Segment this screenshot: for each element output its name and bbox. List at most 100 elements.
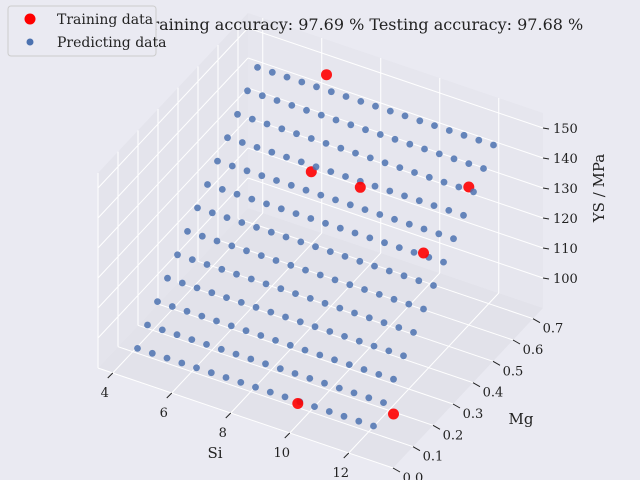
- x-tick-label: 12: [332, 466, 349, 480]
- legend: Training data Predicting data: [7, 5, 167, 57]
- y-grid-floor: [117, 346, 414, 448]
- predicting-point: [281, 393, 289, 401]
- predicting-point: [273, 97, 281, 104]
- predicting-point: [217, 345, 225, 353]
- predicting-point: [218, 186, 226, 193]
- y-tick-mark: [452, 403, 461, 409]
- predicting-point: [227, 322, 235, 330]
- predicting-point: [342, 173, 349, 180]
- predicting-point: [208, 289, 216, 297]
- predicting-point: [366, 234, 374, 242]
- predicting-point: [148, 349, 156, 357]
- predicting-point: [317, 191, 325, 199]
- predicting-point: [282, 233, 290, 241]
- predicting-point: [365, 314, 373, 322]
- z-grid-back: [247, 147, 544, 249]
- predicting-point: [263, 120, 271, 128]
- predicting-point: [313, 83, 320, 91]
- predicting-point: [203, 261, 211, 268]
- predicting-point: [385, 347, 393, 355]
- z-axis-title: YS / MPa: [590, 154, 608, 224]
- predicting-point: [391, 215, 398, 223]
- predicting-point: [291, 370, 299, 377]
- predicting-point: [336, 224, 344, 232]
- z-tick-mark: [542, 277, 550, 280]
- z-tick-label: 100: [553, 272, 578, 287]
- predicting-point: [302, 186, 310, 194]
- predicting-point: [154, 298, 161, 305]
- predicting-point: [332, 196, 339, 204]
- predicting-point: [307, 135, 315, 142]
- predicting-point: [435, 150, 443, 158]
- predicting-point: [321, 379, 328, 387]
- predicting-point: [430, 282, 437, 289]
- predicting-point: [371, 262, 378, 270]
- z-grid-back: [247, 177, 544, 279]
- predicting-point: [258, 172, 266, 180]
- predicting-point: [272, 257, 280, 264]
- predicting-point: [331, 356, 338, 364]
- predicting-point: [460, 211, 467, 219]
- predicting-point: [376, 131, 384, 138]
- predicting-point: [283, 153, 290, 161]
- predicting-point: [266, 388, 274, 396]
- z-grid-side: [97, 117, 249, 279]
- predicting-point: [322, 219, 329, 227]
- predicting-point: [346, 281, 354, 289]
- predicting-point: [327, 168, 335, 176]
- predicting-point: [321, 299, 329, 307]
- predicting-point: [277, 205, 285, 213]
- legend-frame: [7, 5, 157, 57]
- predicting-point: [248, 115, 256, 123]
- predicting-point: [440, 178, 448, 186]
- predicting-point: [405, 220, 413, 228]
- chart-title: Training accuracy: 97.69 % Testing accur…: [141, 15, 583, 34]
- predicting-point: [375, 371, 383, 378]
- side-pane: [98, 13, 248, 368]
- predicting-point: [385, 267, 393, 275]
- predicting-point: [228, 162, 236, 170]
- predicting-point: [174, 251, 181, 259]
- predicting-point: [475, 136, 483, 144]
- predicting-point: [228, 242, 236, 250]
- floor-pane: [98, 208, 543, 468]
- z-tick-label: 150: [553, 122, 578, 137]
- predicting-point: [431, 122, 438, 129]
- chart-ticks: 4 6 8 10 12 0.0 0.1 0.2 0.3 0.4 0.5 0.6 0.7 100 110 120…: [101, 122, 578, 480]
- predicting-point: [445, 207, 453, 214]
- predicting-point: [244, 87, 251, 95]
- predicting-point: [411, 169, 418, 176]
- predicting-point: [341, 253, 349, 260]
- predicting-point: [350, 389, 358, 397]
- z-tick-label: 110: [553, 242, 578, 257]
- y-grid-floor: [137, 324, 434, 426]
- predicting-point: [267, 228, 275, 236]
- y-tick-mark: [392, 467, 401, 473]
- predicting-point: [224, 134, 231, 142]
- predicting-point: [435, 230, 443, 238]
- training-point: [354, 181, 366, 193]
- training-point: [418, 247, 429, 259]
- predicting-point: [450, 235, 457, 243]
- predicting-point: [307, 215, 315, 222]
- y-tick-label: 0.4: [483, 386, 504, 401]
- predicting-point: [440, 258, 447, 266]
- predicting-point: [297, 238, 305, 246]
- predicting-point: [252, 383, 259, 391]
- predicting-point: [183, 307, 191, 315]
- predicting-point: [173, 331, 181, 339]
- z-grid-side: [97, 177, 249, 339]
- predicting-point: [233, 190, 241, 198]
- predicting-point: [248, 195, 256, 203]
- predicting-point: [400, 272, 408, 280]
- z-grid-side: [97, 87, 249, 249]
- predicting-point: [214, 157, 221, 165]
- z-tick-mark: [542, 247, 550, 250]
- y-tick-label: 0.2: [443, 428, 464, 443]
- predicting-point: [341, 333, 348, 340]
- predicting-point: [416, 117, 424, 125]
- predicting-point: [303, 106, 310, 114]
- predicting-point: [361, 286, 368, 293]
- y-tick-mark: [412, 446, 421, 452]
